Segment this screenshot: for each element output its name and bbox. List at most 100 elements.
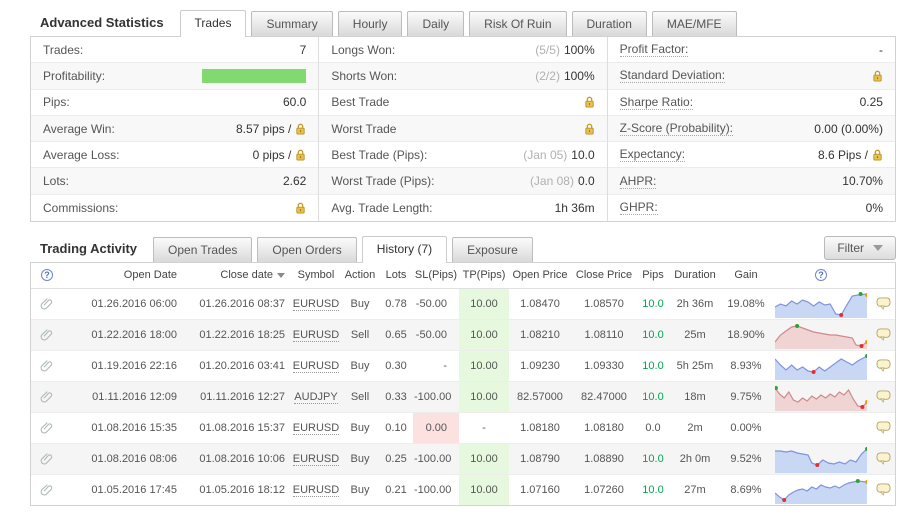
header-help[interactable]: ? [31,263,63,289]
lock-icon[interactable] [295,123,306,135]
attachment-cell [31,381,63,413]
activity-tab-open-orders[interactable]: Open Orders [257,237,357,263]
lock-icon[interactable] [295,202,306,214]
sl-pips-cell: -100.00 [413,381,459,413]
comment-cell [871,319,895,351]
comment-icon[interactable] [876,297,891,310]
stat-label[interactable]: GHPR: [619,200,658,216]
stat-value [202,68,307,83]
stat-value-muted: (Jan 05) [523,147,568,162]
help-icon[interactable]: ? [815,269,827,282]
stat-label[interactable]: Z-Score (Probability): [619,121,734,137]
close-date-cell: 01.05.2016 18:12 [199,483,285,496]
comment-icon[interactable] [876,483,891,497]
stat-row-trades: Trades: 7 [31,37,319,64]
symbol-link[interactable]: EURUSD [292,328,340,342]
chart-cell [771,412,871,444]
header-pips[interactable]: Pips [637,263,669,289]
filter-button[interactable]: Filter [824,236,896,261]
open-date-cell: 01.19.2016 22:16 [63,350,183,382]
paperclip-icon[interactable] [40,297,54,311]
header-close-date[interactable]: Close date [183,263,291,289]
paperclip-icon[interactable] [40,483,54,497]
stat-label: Lots: [43,174,70,189]
paperclip-icon[interactable] [40,421,54,435]
stat-label[interactable]: Standard Deviation: [619,68,726,84]
paperclip-icon[interactable] [40,390,54,404]
header-duration[interactable]: Duration [669,263,721,289]
symbol-link[interactable]: EURUSD [292,452,340,466]
paperclip-icon[interactable] [40,452,54,466]
stat-row-lots: Lots: 2.62 [31,168,319,195]
comment-icon[interactable] [876,390,891,403]
trade-sparkline-chart[interactable] [775,446,867,473]
stats-tab-hourly[interactable]: Hourly [337,11,403,36]
header-symbol[interactable]: Symbol [291,263,341,289]
stats-tab-summary[interactable]: Summary [251,11,333,36]
stat-label[interactable]: Expectancy: [619,147,686,163]
gain-cell: 0.00% [721,412,771,444]
stat-label[interactable]: AHPR: [619,173,657,189]
lock-icon[interactable] [872,70,883,82]
stat-row-sharpe-ratio: Sharpe Ratio: 0.25 [607,89,895,116]
comment-icon[interactable] [876,328,891,341]
pips-cell: 10.0 [642,483,664,496]
table-row: 01.19.2016 22:16 01.20.2016 03:41 EURUSD Bu… [31,350,895,382]
close-price-cell: 1.09330 [571,350,637,382]
paperclip-icon[interactable] [40,328,54,342]
pips-cell: 10.0 [637,288,669,320]
header-gain[interactable]: Gain [721,263,771,289]
chart-cell [771,350,871,382]
chart-cell [771,381,871,413]
comment-icon[interactable] [876,452,891,465]
trade-sparkline-chart[interactable] [775,291,867,318]
paperclip-icon[interactable] [40,359,54,373]
activity-tab-open-trades[interactable]: Open Trades [153,237,253,263]
lock-icon[interactable] [584,123,595,135]
action-cell: Buy [341,412,379,444]
trade-sparkline-chart[interactable] [775,385,867,411]
comment-icon[interactable] [876,359,891,372]
header-lots[interactable]: Lots [379,263,413,289]
stats-tab-trades[interactable]: Trades [179,10,247,37]
symbol-link[interactable]: EURUSD [292,297,340,311]
stats-tab-daily[interactable]: Daily [407,11,465,36]
symbol-link[interactable]: AUDJPY [294,390,338,404]
trade-sparkline-chart[interactable] [775,323,867,349]
trade-sparkline-chart[interactable] [775,478,867,504]
stats-tab-risk-of-ruin[interactable]: Risk Of Ruin [469,11,567,36]
header-open-price[interactable]: Open Price [509,263,571,289]
stats-tab-duration[interactable]: Duration [571,11,647,36]
comment-icon[interactable] [876,421,891,434]
attachment-cell [31,350,63,382]
header-tp-pips[interactable]: TP(Pips) [459,263,509,289]
symbol-cell: EURUSD [291,412,341,444]
activity-tab-exposure[interactable]: Exposure [452,237,533,263]
lock-icon[interactable] [295,149,306,161]
stat-row-z-score-probability: Z-Score (Probability): 0.00 (0.00%) [607,115,895,143]
symbol-link[interactable]: EURUSD [292,359,340,373]
header-chart-help[interactable]: ? [771,263,871,289]
duration-cell: 25m [669,319,721,351]
stats-tab-mae-mfe[interactable]: MAE/MFE [651,11,737,36]
header-close-price[interactable]: Close Price [571,263,637,289]
symbol-link[interactable]: EURUSD [292,421,340,435]
stat-value-text: 0.00 (0.00%) [814,121,883,136]
header-open-date[interactable]: Open Date [63,263,183,289]
lock-icon[interactable] [584,96,595,108]
header-action[interactable]: Action [341,263,379,289]
close-price-cell: 82.47000 [571,381,637,413]
symbol-link[interactable]: EURUSD [292,483,340,497]
stat-row-standard-deviation: Standard Deviation: [607,63,895,90]
stat-row-expectancy: Expectancy: 8.6 Pips / [607,142,895,169]
stat-label[interactable]: Sharpe Ratio: [619,94,694,110]
trade-sparkline-chart[interactable] [775,353,867,380]
stat-label[interactable]: Profit Factor: [619,42,689,58]
help-icon[interactable]: ? [41,269,53,282]
header-sl-pips[interactable]: SL(Pips) [413,263,459,289]
stat-value: 2.62 [283,174,306,188]
attachment-cell [31,412,63,444]
activity-tab-history-7[interactable]: History (7) [361,236,448,264]
header-comment[interactable] [871,263,895,289]
lock-icon[interactable] [872,149,883,161]
